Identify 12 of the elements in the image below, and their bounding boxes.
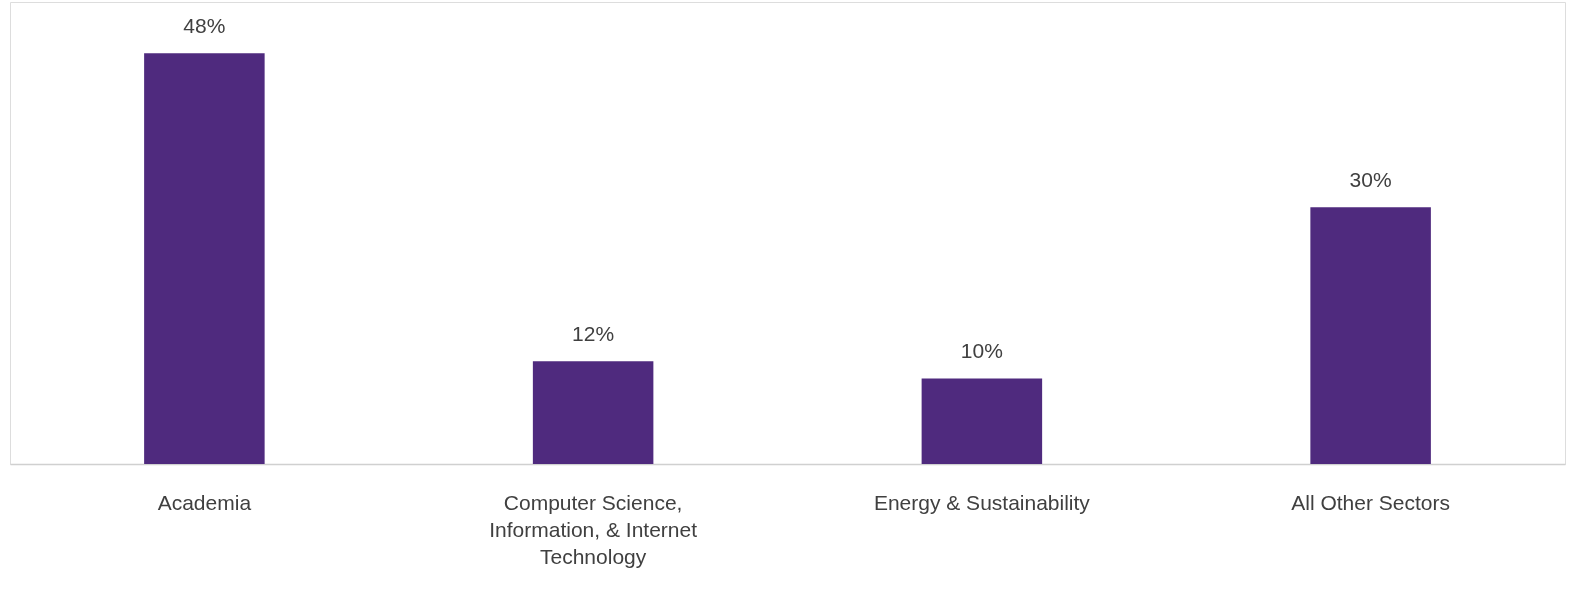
data-label: 12%: [572, 322, 615, 346]
data-label: 10%: [960, 339, 1003, 363]
bar: [532, 361, 654, 464]
bar: [1310, 207, 1431, 464]
x-tick-label: All Other Sectors: [1291, 490, 1450, 514]
bar: [921, 378, 1043, 464]
x-tick-label: Computer Science, Information, & Internet Technology: [489, 490, 698, 568]
data-label: 30%: [1349, 168, 1392, 192]
data-label: 48%: [183, 14, 226, 38]
x-tick-label: Energy & Sustainability: [873, 490, 1091, 514]
bar: [144, 53, 265, 464]
x-tick-label: Academia: [157, 490, 252, 514]
